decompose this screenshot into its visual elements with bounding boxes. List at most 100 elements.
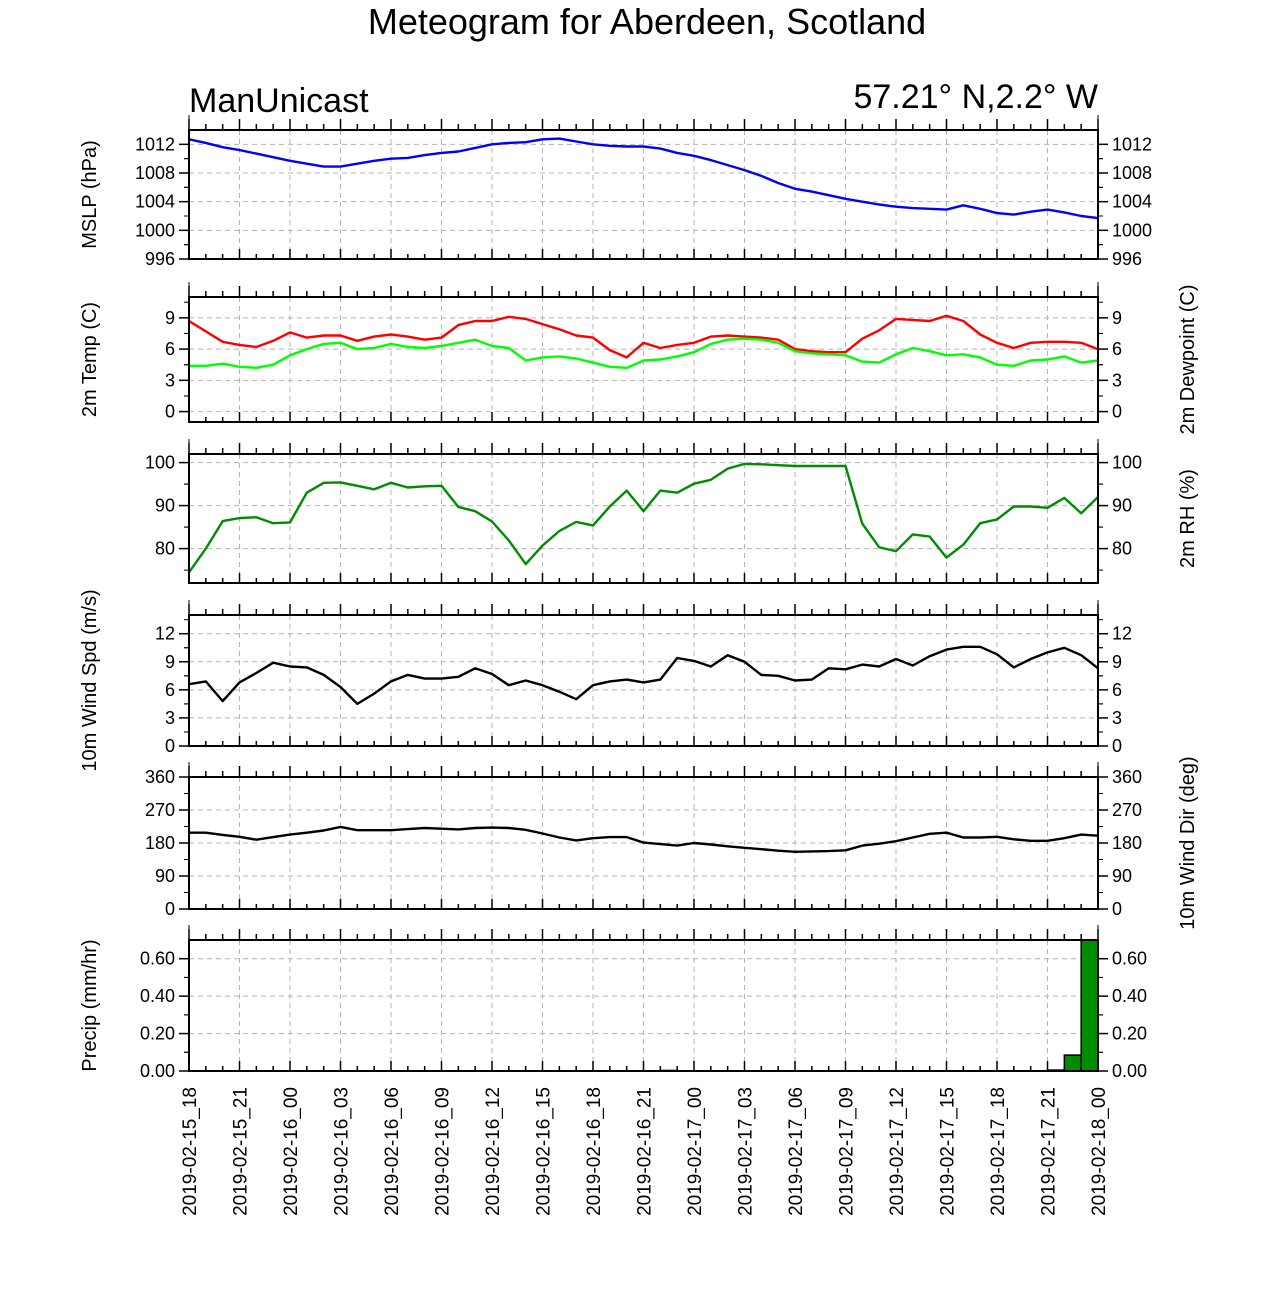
y-tick-label-left: 0.40 — [140, 986, 175, 1006]
panel-3: 80 80 90 90 100 100 2m RH (%) — [145, 439, 1199, 584]
x-tick-label: 2019-02-16_00 — [281, 1087, 302, 1216]
y-tick-label-right: 100 — [1112, 453, 1142, 473]
series-line-rh — [189, 462, 1098, 573]
location-label: 57.21° N,2.2° W — [853, 78, 1098, 116]
y-tick-label-right: 1008 — [1112, 163, 1152, 183]
y-tick-label-right: 6 — [1112, 680, 1122, 700]
model-label: ManUnicast — [189, 82, 369, 120]
series-line-temp — [189, 314, 1098, 359]
y-tick-label-left: 9 — [165, 652, 175, 672]
y-axis-title-left: 2m Temp (C) — [79, 302, 101, 417]
y-tick-label-right: 9 — [1112, 652, 1122, 672]
y-tick-label-right: 80 — [1112, 539, 1132, 559]
panel-6: 0.00 0.00 0.20 0.20 0.40 0.40 0.60 0.60 Precip (… — [79, 925, 1147, 1081]
y-tick-label-left: 996 — [145, 249, 175, 269]
y-tick-label-right: 3 — [1112, 370, 1122, 390]
panel-data — [189, 314, 1098, 369]
y-axis-title-left: MSLP (hPa) — [79, 140, 101, 249]
y-tick-label-left: 6 — [165, 680, 175, 700]
y-axis-title-right: 2m RH (%) — [1177, 469, 1199, 568]
y-tick-label-right: 996 — [1112, 249, 1142, 269]
y-tick-label-right: 180 — [1112, 833, 1142, 853]
x-tick-label: 2019-02-16_06 — [382, 1087, 403, 1216]
x-tick-label: 2019-02-15_18 — [180, 1087, 201, 1216]
y-tick-label-right: 12 — [1112, 624, 1132, 644]
y-tick-label-left: 6 — [165, 339, 175, 359]
y-tick-label-right: 1004 — [1112, 192, 1152, 212]
y-tick-label-left: 3 — [165, 370, 175, 390]
y-tick-label-right: 0.20 — [1112, 1024, 1147, 1044]
y-tick-label-right: 6 — [1112, 339, 1122, 359]
time-axis: 2019-02-15_18 2019-02-15_21 2019-02-16_00 2… — [180, 1087, 1110, 1216]
y-tick-label-right: 90 — [1112, 866, 1132, 886]
y-tick-label-left: 0.60 — [140, 949, 175, 969]
y-axis-title-left: 10m Wind Spd (m/s) — [79, 589, 101, 771]
y-axis-title-right: 10m Wind Dir (deg) — [1177, 756, 1199, 929]
y-tick-label-right: 0 — [1112, 402, 1122, 422]
y-tick-label-right: 1000 — [1112, 220, 1152, 240]
y-tick-label-left: 90 — [155, 496, 175, 516]
x-tick-label: 2019-02-17_03 — [736, 1087, 757, 1216]
y-tick-label-right: 270 — [1112, 800, 1142, 820]
y-tick-label-left: 0.00 — [140, 1061, 175, 1081]
panel-data — [189, 137, 1098, 220]
series-line-wind — [189, 825, 1098, 853]
y-tick-label-left: 0 — [165, 402, 175, 422]
y-tick-label-right: 0.40 — [1112, 986, 1147, 1006]
x-tick-label: 2019-02-17_15 — [938, 1087, 959, 1216]
y-tick-label-left: 100 — [145, 453, 175, 473]
panel-5: 0 0 90 90 180 180 270 270 360 360 10m Wind Dir (de… — [145, 756, 1199, 929]
x-tick-label: 2019-02-17_12 — [887, 1087, 908, 1216]
panel-data — [189, 645, 1098, 706]
x-tick-label: 2019-02-15_21 — [231, 1087, 252, 1216]
y-axis-title-right: 2m Dewpoint (C) — [1177, 284, 1199, 434]
y-tick-label-left: 1012 — [135, 134, 175, 154]
y-tick-label-right: 0 — [1112, 736, 1122, 756]
y-tick-label-left: 0 — [165, 736, 175, 756]
y-tick-label-right: 1012 — [1112, 134, 1152, 154]
y-tick-label-right: 0.00 — [1112, 1061, 1147, 1081]
y-tick-label-right: 0.60 — [1112, 949, 1147, 969]
y-tick-label-left: 0.20 — [140, 1024, 175, 1044]
panel-2: 0 0 3 3 6 6 9 9 2m Temp (C) 2m Dewpoint (C) — [79, 282, 1199, 435]
y-tick-label-left: 270 — [145, 800, 175, 820]
y-tick-label-left: 1000 — [135, 220, 175, 240]
y-tick-label-left: 0 — [165, 899, 175, 919]
y-tick-label-right: 0 — [1112, 899, 1122, 919]
series-line-wind — [189, 645, 1098, 706]
x-tick-label: 2019-02-17_18 — [988, 1087, 1009, 1216]
x-tick-label: 2019-02-18_00 — [1089, 1087, 1110, 1216]
y-tick-label-left: 9 — [165, 308, 175, 328]
x-tick-label: 2019-02-16_09 — [433, 1087, 454, 1216]
y-tick-label-left: 90 — [155, 866, 175, 886]
y-tick-label-right: 3 — [1112, 708, 1122, 728]
x-tick-label: 2019-02-16_18 — [584, 1087, 605, 1216]
y-tick-label-right: 90 — [1112, 496, 1132, 516]
y-tick-label-left: 180 — [145, 833, 175, 853]
x-tick-label: 2019-02-17_21 — [1039, 1087, 1060, 1216]
y-tick-label-left: 12 — [155, 624, 175, 644]
y-tick-label-left: 1004 — [135, 192, 175, 212]
y-tick-label-left: 3 — [165, 708, 175, 728]
y-axis-title-left: Precip (mm/hr) — [79, 939, 101, 1071]
x-tick-label: 2019-02-16_15 — [534, 1087, 555, 1216]
precip-bar — [1063, 1054, 1082, 1071]
x-tick-label: 2019-02-16_12 — [483, 1087, 504, 1216]
y-tick-label-right: 9 — [1112, 308, 1122, 328]
x-tick-label: 2019-02-17_09 — [837, 1087, 858, 1216]
y-tick-label-right: 360 — [1112, 767, 1142, 787]
series-line-dewpoint — [189, 337, 1098, 369]
x-tick-label: 2019-02-16_21 — [635, 1087, 656, 1216]
x-tick-label: 2019-02-16_03 — [332, 1087, 353, 1216]
series-line-mslp — [189, 137, 1098, 220]
panel-4: 0 0 3 3 6 6 9 9 12 12 10m Wind Spd (m/s) — [79, 589, 1132, 771]
panel-data — [189, 462, 1098, 573]
x-tick-label: 2019-02-17_06 — [786, 1087, 807, 1216]
x-tick-label: 2019-02-17_00 — [685, 1087, 706, 1216]
y-tick-label-left: 1008 — [135, 163, 175, 183]
chart-title: Meteogram for Aberdeen, Scotland — [368, 1, 926, 42]
precip-bar — [1080, 940, 1098, 1071]
panel-data — [189, 825, 1098, 853]
